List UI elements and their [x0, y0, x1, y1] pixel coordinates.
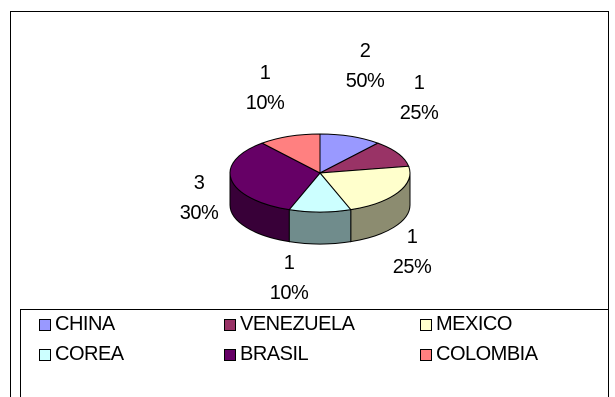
data-label-venezuela-value: 1 [413, 72, 425, 94]
data-label-bottom-value: 1 [283, 252, 295, 274]
legend: CHINA VENEZUELA MEXICO COREA BRASIL COLO… [20, 309, 609, 397]
legend-item-venezuela: VENEZUELA [224, 310, 355, 338]
legend-swatch-brasil [224, 349, 236, 361]
data-label-mexico-value: 2 [359, 40, 371, 62]
pie-slice-colombia [261, 133, 321, 174]
data-label-mexico-percent: 50% [345, 70, 385, 92]
pie-slice-brasil [229, 142, 321, 211]
legend-label-china: CHINA [55, 313, 115, 335]
pie-side-corea [288, 209, 352, 245]
legend-swatch-mexico [420, 319, 432, 331]
legend-label-corea: COREA [55, 343, 124, 365]
data-label-bottom-percent: 10% [269, 282, 309, 304]
data-label-bottom: 1 10% [249, 248, 329, 308]
legend-item-china: CHINA [39, 310, 115, 338]
data-label-venezuela: 1 25% [379, 68, 459, 128]
data-label-corea-right-value: 1 [406, 226, 418, 248]
data-label-brasil-value: 3 [193, 172, 205, 194]
legend-label-colombia: COLOMBIA [436, 343, 538, 365]
legend-item-corea: COREA [39, 340, 124, 368]
legend-swatch-colombia [420, 349, 432, 361]
data-label-china-percent: 10% [245, 92, 285, 114]
legend-label-mexico: MEXICO [436, 313, 512, 335]
data-label-mexico: 2 50% [325, 36, 405, 96]
data-label-china: 1 10% [225, 58, 305, 118]
data-label-china-value: 1 [259, 62, 271, 84]
legend-item-colombia: COLOMBIA [420, 340, 538, 368]
data-label-brasil: 3 30% [159, 168, 239, 228]
pie-plot [229, 133, 411, 245]
legend-item-brasil: BRASIL [224, 340, 309, 368]
legend-label-brasil: BRASIL [240, 343, 309, 365]
data-label-corea-right: 1 25% [372, 222, 452, 282]
pie-slice-mexico [319, 165, 411, 211]
legend-swatch-corea [39, 349, 51, 361]
legend-label-venezuela: VENEZUELA [240, 313, 355, 335]
data-label-corea-right-percent: 25% [392, 256, 432, 278]
data-label-venezuela-percent: 25% [399, 102, 439, 124]
legend-swatch-china [39, 319, 51, 331]
legend-swatch-venezuela [224, 319, 236, 331]
data-label-brasil-percent: 30% [179, 202, 219, 224]
legend-item-mexico: MEXICO [420, 310, 512, 338]
